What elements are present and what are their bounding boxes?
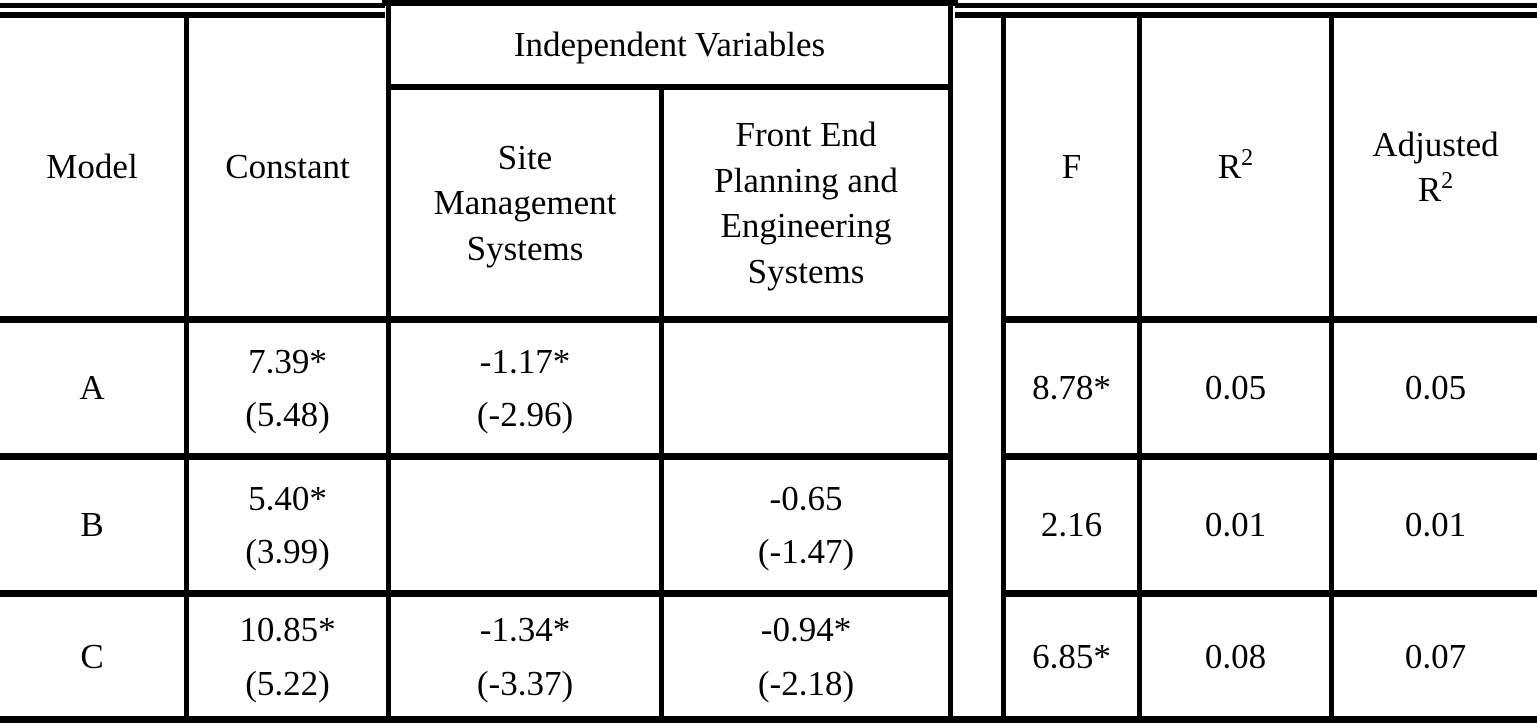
header-front-end-label: Front End Planning and Engineering Syste…	[714, 115, 898, 291]
a-r2-value: 0.05	[1204, 368, 1267, 408]
b-constant-coefficient: 5.40*	[248, 478, 327, 518]
header-cell-f: F	[1006, 18, 1137, 316]
header-bottom-rule-right	[1001, 316, 1537, 323]
cell-c-site-management: -1.34* (-3.37)	[391, 597, 659, 716]
model-c-label: C	[80, 636, 104, 676]
cell-b-constant: 5.40* (3.99)	[189, 460, 386, 590]
header-model-label: Model	[46, 147, 138, 187]
b-constant-tvalue: (3.99)	[245, 532, 330, 571]
a-constant-coefficient: 7.39*	[248, 341, 327, 381]
b-f-value: 2.16	[1040, 505, 1103, 545]
header-cell-independent-variables: Independent Variables	[391, 6, 948, 84]
a-constant-tvalue: (5.48)	[245, 395, 330, 434]
c-constant-coefficient: 10.85*	[239, 610, 336, 649]
a-site-tvalue: (-2.96)	[476, 395, 574, 434]
iv-box-bottom-border	[386, 84, 953, 90]
cell-c-constant: 10.85* (5.22)	[189, 597, 386, 716]
a-f-value: 8.78*	[1032, 368, 1111, 408]
cell-a-f: 8.78*	[1006, 323, 1137, 453]
bottom-rule	[0, 716, 1537, 723]
c-site-tvalue: (-3.37)	[476, 663, 574, 703]
independent-variables-header-box	[382, 0, 958, 92]
header-cell-model: Model	[0, 18, 184, 316]
c-constant-tvalue: (5.22)	[245, 663, 330, 703]
c-f-value: 6.85*	[1032, 636, 1111, 676]
header-bottom-rule-left	[0, 316, 953, 323]
row-a-b-rule-right	[1001, 453, 1537, 460]
cell-c-front-end: -0.94* (-2.18)	[664, 597, 948, 716]
model-b-label: B	[80, 505, 104, 545]
c-adjusted-r2-value: 0.07	[1404, 636, 1467, 676]
header-cell-front-end: Front End Planning and Engineering Syste…	[664, 90, 948, 316]
divider-f-r2	[1137, 16, 1142, 722]
a-site-coefficient: -1.17*	[479, 341, 571, 381]
c-r2-value: 0.08	[1204, 636, 1267, 676]
b-front-end-coefficient: -0.65	[769, 478, 843, 518]
cell-a-site-management: -1.17* (-2.96)	[391, 323, 659, 453]
model-a-label: A	[79, 368, 105, 408]
cell-c-f: 6.85*	[1006, 597, 1137, 716]
cell-a-r2: 0.05	[1142, 323, 1329, 453]
top-rule-lower-right	[955, 12, 1537, 18]
divider-frontend-spacer	[948, 0, 953, 722]
c-site-coefficient: -1.34*	[479, 610, 571, 649]
cell-b-adjusted-r2: 0.01	[1334, 460, 1537, 590]
divider-model-constant	[184, 16, 189, 722]
row-b-c-rule-left	[0, 590, 953, 597]
cell-b-front-end: -0.65 (-1.47)	[664, 460, 948, 590]
header-independent-variables-label: Independent Variables	[513, 25, 826, 65]
cell-a-constant: 7.39* (5.48)	[189, 323, 386, 453]
divider-spacer-f	[1001, 16, 1006, 722]
b-r2-value: 0.01	[1204, 505, 1267, 545]
divider-constant-site	[386, 0, 391, 722]
top-rule-upper-right	[955, 3, 1537, 8]
c-front-end-tvalue: (-2.18)	[757, 663, 855, 703]
header-cell-adjusted-r2: Adjusted R2	[1334, 18, 1537, 316]
row-a-b-rule-left	[0, 453, 953, 460]
header-cell-site-management: Site Management Systems	[391, 90, 659, 316]
header-cell-constant: Constant	[189, 18, 386, 316]
cell-b-r2: 0.01	[1142, 460, 1329, 590]
b-front-end-tvalue: (-1.47)	[757, 532, 855, 571]
header-constant-label: Constant	[225, 147, 350, 187]
cell-c-adjusted-r2: 0.07	[1334, 597, 1537, 716]
header-cell-r2: R2	[1142, 18, 1329, 316]
top-rule-upper-left	[0, 3, 385, 8]
divider-site-frontend	[659, 86, 664, 722]
a-adjusted-r2-value: 0.05	[1404, 368, 1467, 408]
top-rule-lower-left	[0, 12, 385, 18]
header-f-label: F	[1061, 147, 1082, 187]
b-adjusted-r2-value: 0.01	[1404, 505, 1467, 545]
cell-b-f: 2.16	[1006, 460, 1137, 590]
header-r2-label: R2	[1217, 145, 1254, 187]
cell-model-b: B	[0, 460, 184, 590]
cell-model-a: A	[0, 323, 184, 453]
cell-model-c: C	[0, 597, 184, 716]
c-front-end-coefficient: -0.94*	[760, 610, 852, 649]
divider-r2-adjusted	[1329, 16, 1334, 722]
row-b-c-rule-right	[1001, 590, 1537, 597]
cell-c-r2: 0.08	[1142, 597, 1329, 716]
header-site-management-label: Site Management Systems	[433, 137, 617, 268]
header-adjusted-r2-label: Adjusted R2	[1372, 124, 1499, 210]
cell-a-adjusted-r2: 0.05	[1334, 323, 1537, 453]
